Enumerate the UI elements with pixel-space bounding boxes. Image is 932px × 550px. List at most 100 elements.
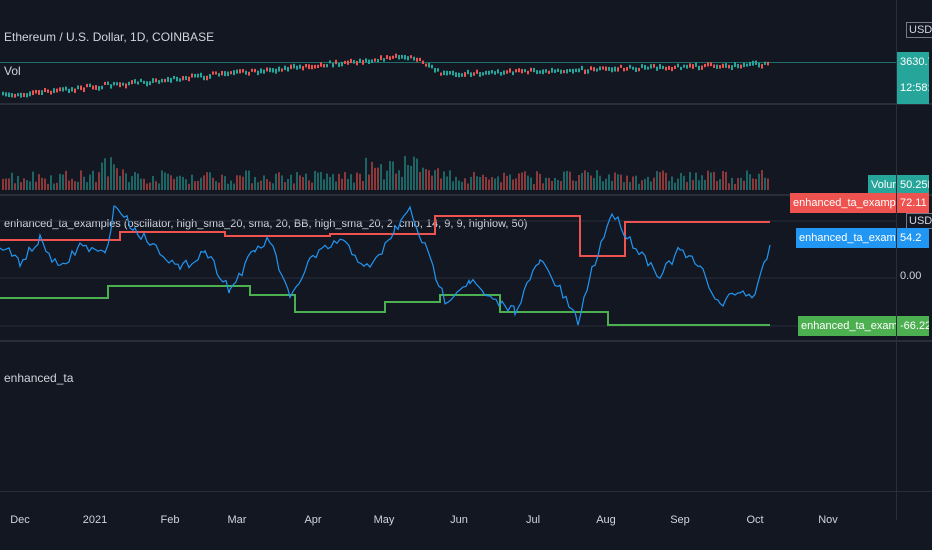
price-candle	[767, 61, 769, 66]
price-candle	[281, 68, 283, 72]
pane-separator-oscillator[interactable]	[0, 340, 932, 342]
pane-separator-price[interactable]	[0, 103, 932, 105]
volume-bar	[449, 170, 451, 190]
price-candle	[419, 57, 421, 62]
volume-bar	[425, 169, 427, 190]
volume-bar	[59, 173, 61, 190]
volume-bar	[428, 170, 430, 190]
price-candle	[302, 66, 304, 71]
volume-bar	[671, 176, 673, 190]
price-candle	[335, 59, 337, 65]
volume-bar	[458, 180, 460, 190]
volume-bar	[635, 175, 637, 190]
volume-bar	[161, 170, 163, 190]
volume-bar	[383, 179, 385, 190]
volume-bar	[320, 172, 322, 190]
volume-bar	[359, 173, 361, 190]
volume-bar	[533, 183, 535, 190]
volume-bar	[761, 170, 763, 190]
volume-bar	[752, 178, 754, 190]
volume-bar	[266, 179, 268, 190]
volume-bar	[170, 175, 172, 190]
volume-bar	[305, 173, 307, 190]
price-candles-chart	[2, 53, 769, 98]
volume-bar	[371, 161, 373, 190]
price-candle	[386, 55, 388, 60]
volume-bar	[173, 178, 175, 190]
price-candle	[644, 64, 646, 70]
price-candle	[227, 71, 229, 77]
volume-bar	[329, 176, 331, 190]
price-candle	[287, 66, 289, 72]
price-candle	[689, 63, 691, 68]
price-candle	[404, 55, 406, 60]
price-candle	[551, 67, 553, 73]
volume-legend-label[interactable]: Vol	[4, 64, 21, 78]
price-candle	[173, 75, 175, 80]
oscillator-chart	[0, 205, 896, 327]
price-candle	[725, 63, 727, 68]
volume-bar	[224, 176, 226, 190]
price-candle	[329, 60, 331, 64]
volume-bar	[506, 175, 508, 190]
volume-bar	[332, 174, 334, 190]
volume-bar	[581, 172, 583, 190]
symbol-title[interactable]: Ethereum / U.S. Dollar, 1D, COINBASE	[4, 30, 215, 44]
volume-bar	[134, 171, 136, 190]
price-candle	[242, 69, 244, 73]
volume-bar	[230, 180, 232, 190]
volume-bar	[209, 172, 211, 190]
volume-bar	[392, 161, 394, 190]
oscillator-currency[interactable]: USD	[906, 213, 932, 229]
pane-separator-volume[interactable]	[0, 194, 932, 196]
volume-bar	[560, 181, 562, 190]
volume-histogram	[2, 155, 769, 190]
volume-bar	[596, 170, 598, 190]
price-candle	[191, 73, 193, 78]
price-candle	[176, 76, 178, 82]
volume-bar	[389, 160, 391, 190]
volume-bar	[719, 179, 721, 190]
price-candle	[359, 58, 361, 63]
price-candle	[347, 60, 349, 65]
price-candle	[494, 71, 496, 75]
price-candle	[383, 58, 385, 62]
volume-bar	[53, 183, 55, 190]
volume-bar	[356, 172, 358, 190]
volume-bar	[518, 173, 520, 190]
lower-pane-title[interactable]: enhanced_ta	[4, 371, 74, 385]
price-candle	[374, 58, 376, 62]
volume-bar	[380, 164, 382, 190]
price-candle	[473, 72, 475, 76]
volume-bar	[278, 172, 280, 190]
volume-bar	[65, 170, 67, 190]
volume-bar	[95, 181, 97, 190]
price-candle	[761, 64, 763, 69]
price-candle	[218, 73, 220, 77]
volume-bar	[602, 181, 604, 190]
time-axis-label: May	[373, 514, 395, 526]
price-candle	[41, 90, 43, 95]
price-candle	[131, 80, 133, 85]
pane-separator-time-axis	[0, 491, 932, 492]
volume-bar	[464, 178, 466, 190]
volume-bar	[38, 174, 40, 190]
overbought-value-badge: 72.11	[897, 193, 929, 213]
currency-label[interactable]: USD	[906, 22, 932, 38]
volume-bar	[188, 183, 190, 190]
price-candle	[692, 64, 694, 69]
volume-bar	[212, 177, 214, 190]
volume-bar	[554, 177, 556, 190]
price-candle	[584, 69, 586, 75]
price-candle	[617, 67, 619, 72]
price-candle	[125, 83, 127, 89]
price-candle	[401, 54, 403, 59]
volume-bar	[254, 176, 256, 190]
last-price-badge: 3630.78	[897, 52, 929, 72]
volume-bar	[686, 182, 688, 190]
volume-bar	[479, 177, 481, 190]
price-candle	[377, 59, 379, 63]
price-candle	[158, 80, 160, 84]
volume-bar	[344, 172, 346, 190]
price-candle	[764, 61, 766, 65]
